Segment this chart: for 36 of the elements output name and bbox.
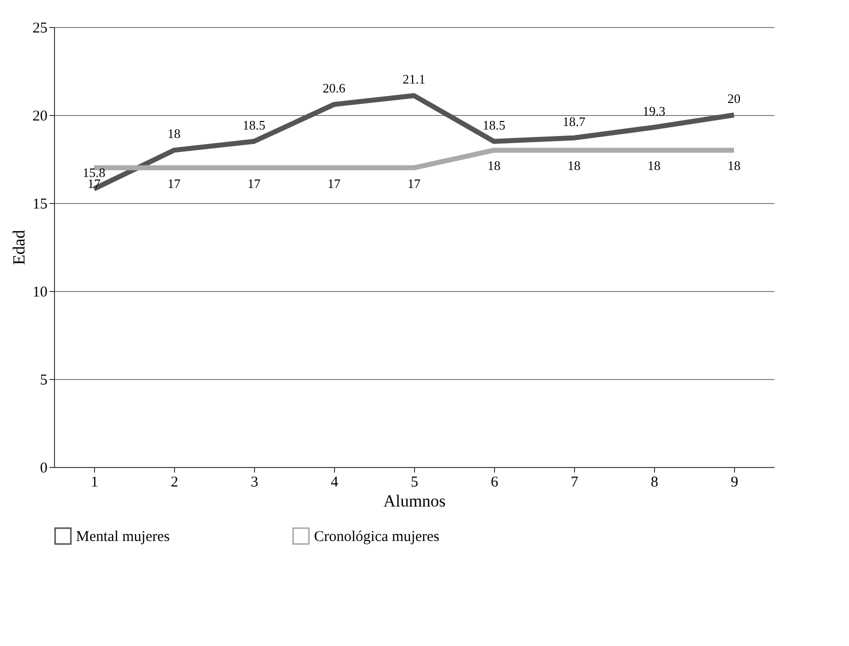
data-label: 17 [328, 176, 341, 191]
x-axis-title: Alumnos [383, 492, 446, 510]
data-label: 17 [408, 176, 421, 191]
x-tick-label: 7 [570, 474, 579, 490]
x-tick-label: 1 [90, 474, 98, 490]
x-tick-label: 3 [250, 474, 258, 490]
y-tick-label: 25 [32, 20, 48, 36]
y-tick-label: 20 [32, 108, 48, 124]
y-tick-label: 10 [32, 284, 48, 300]
data-label: 18 [648, 158, 660, 174]
x-tick-label: 2 [170, 474, 178, 490]
x-tick-label: 8 [650, 474, 658, 490]
data-label: 18 [488, 158, 500, 174]
data-label: 18 [168, 126, 180, 142]
x-tick-label: 9 [730, 474, 738, 490]
data-label: 15.8 [82, 164, 106, 180]
x-tick-label: 5 [410, 474, 418, 490]
data-label: 17 [168, 176, 181, 191]
data-label: 18 [728, 158, 740, 174]
data-label: 17 [248, 176, 261, 191]
y-tick-label: 0 [40, 460, 48, 476]
data-label: 18 [568, 158, 580, 174]
y-axis-title: Edad [10, 230, 28, 265]
data-label: 18.5 [242, 117, 266, 132]
x-tick-label: 6 [490, 474, 499, 490]
data-label: 18.5 [482, 117, 506, 132]
y-tick-label: 5 [40, 372, 48, 388]
data-label: 20 [728, 91, 740, 106]
legend-label: Cronológica mujeres [314, 529, 440, 546]
y-tick-label: 15 [32, 196, 48, 212]
data-label: 19.3 [642, 103, 666, 118]
data-label: 21.1 [402, 72, 426, 87]
data-label: 20.6 [322, 80, 346, 96]
legend-label: Mental mujeres [76, 529, 170, 546]
data-label: 18.7 [562, 114, 586, 129]
x-tick-label: 4 [330, 474, 339, 490]
